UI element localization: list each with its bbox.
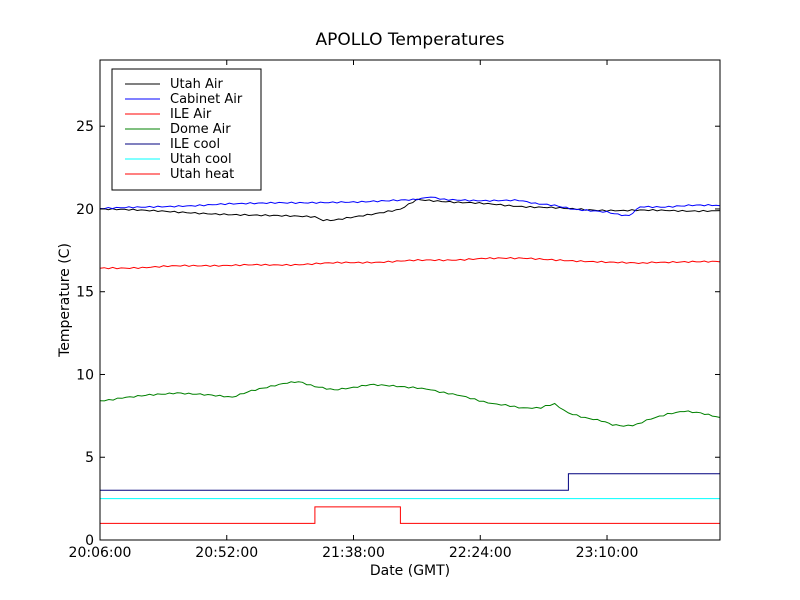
chart-title: APOLLO Temperatures	[316, 30, 505, 50]
x-axis-label: Date (GMT)	[370, 563, 450, 579]
legend-label-utah-air: Utah Air	[170, 77, 223, 92]
axis-ticks: 20:06:00 20:52:00 21:38:00 22:24:00 23:10:00…	[69, 60, 720, 561]
legend-label-cabinet-air: Cabinet Air	[170, 92, 243, 107]
x-tick-label: 21:38:00	[322, 545, 385, 561]
x-tick-label: 20:52:00	[195, 545, 258, 561]
y-tick-label: 5	[85, 450, 94, 466]
legend-label-utah-heat: Utah heat	[170, 167, 234, 182]
series-line-ile-air	[99, 256, 721, 270]
y-tick-label: 15	[76, 285, 94, 301]
series-line-cabinet-air	[99, 196, 721, 217]
plot-frame	[99, 59, 721, 541]
legend-box	[111, 68, 262, 191]
legend-label-dome-air: Dome Air	[170, 122, 231, 137]
series-line-utah-heat	[100, 506, 720, 524]
series-line-dome-air	[99, 381, 721, 427]
y-tick-label: 25	[76, 119, 94, 135]
x-tick-label: 23:10:00	[576, 545, 639, 561]
legend-label-ile-air: ILE Air	[170, 107, 212, 122]
plot-series	[99, 196, 721, 524]
y-tick-label: 0	[85, 533, 94, 549]
x-tick-label: 22:24:00	[449, 545, 512, 561]
legend-label-ile-cool: ILE cool	[170, 137, 220, 152]
y-tick-label: 20	[76, 202, 94, 218]
y-tick-label: 10	[76, 367, 94, 383]
legend-label-utah-cool: Utah cool	[170, 152, 232, 167]
y-axis-label: Temperature (C)	[57, 243, 73, 358]
x-tick-label: 20:06:00	[69, 545, 132, 561]
series-line-ile-cool	[100, 473, 720, 491]
series-line-utah-air	[99, 198, 721, 222]
